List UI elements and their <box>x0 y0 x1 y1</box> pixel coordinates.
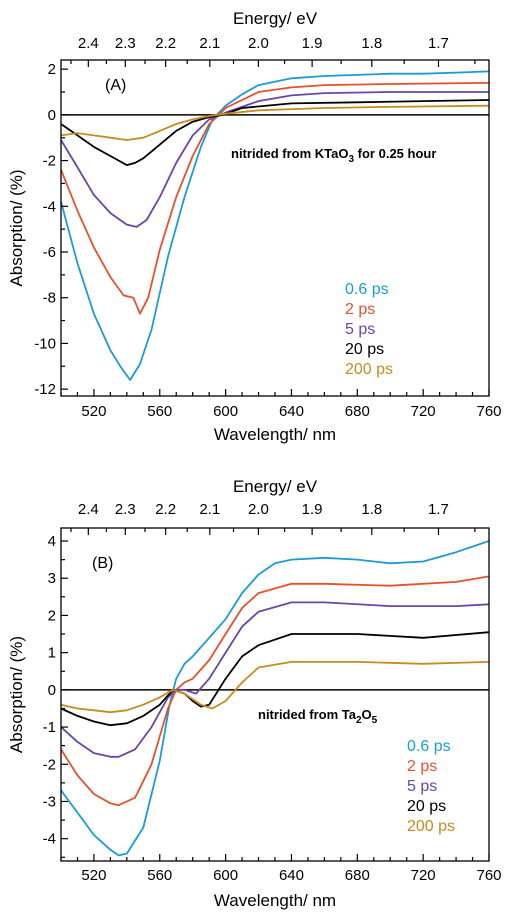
y-tick-label: -4 <box>43 831 56 848</box>
top-tick-label: 1.7 <box>428 501 449 518</box>
legend-entry: 20 ps <box>407 798 446 815</box>
legend-entry: 5 ps <box>407 778 437 795</box>
annotation-suffix: for 0.25 hour <box>354 146 436 161</box>
y-tick-label: 0 <box>48 682 56 699</box>
x-tick-label: 760 <box>476 867 501 884</box>
series-line-0_6-ps <box>60 70 490 381</box>
top-tick-label: 2.1 <box>199 501 220 518</box>
top-tick-label: 1.9 <box>302 35 323 52</box>
top-axis-label: Energy/ eV <box>233 9 318 28</box>
top-tick-label: 1.8 <box>361 35 382 52</box>
legend-entry: 2 ps <box>345 301 375 318</box>
top-tick-label: 2.3 <box>115 501 136 518</box>
legend-entry: 2 ps <box>407 758 437 775</box>
legend-entry: 20 ps <box>345 341 384 358</box>
x-tick-label: 560 <box>147 867 172 884</box>
y-axis-label: Absorption/ (%) <box>7 636 26 753</box>
panel-label: (B) <box>92 555 113 572</box>
x-tick-label: 600 <box>213 867 238 884</box>
x-axis-label: Wavelength/ nm <box>214 891 336 910</box>
y-tick-label: 0 <box>48 107 56 124</box>
top-tick-label: 1.9 <box>302 501 323 518</box>
annotation-subscript-2: 5 <box>372 715 378 726</box>
y-tick-label: -10 <box>34 335 56 352</box>
series-line-20-ps <box>60 99 490 167</box>
x-tick-label: 520 <box>81 867 106 884</box>
legend-entry: 200 ps <box>407 818 455 835</box>
series-line-200-ps <box>60 104 490 141</box>
top-axis-label: Energy/ eV <box>233 477 318 496</box>
y-tick-label: -6 <box>43 244 56 261</box>
legend-entry: 5 ps <box>345 321 375 338</box>
y-tick-label: -12 <box>34 381 56 398</box>
top-tick-label: 1.7 <box>428 35 449 52</box>
y-tick-label: 1 <box>48 645 56 662</box>
top-tick-label: 2.4 <box>78 501 99 518</box>
x-axis-label: Wavelength/ nm <box>214 425 336 444</box>
y-tick-label: -2 <box>43 756 56 773</box>
series-line-200-ps <box>60 661 490 714</box>
annotation-subscript: 3 <box>348 154 354 165</box>
series-line-2-ps <box>60 575 490 807</box>
y-tick-label: -4 <box>43 198 56 215</box>
y-tick-label: 2 <box>48 607 56 624</box>
x-tick-label: 680 <box>345 403 370 420</box>
annotation-suffix: O <box>362 707 372 722</box>
top-tick-label: 1.8 <box>361 501 382 518</box>
y-tick-label: 2 <box>48 61 56 78</box>
x-tick-label: 720 <box>411 403 436 420</box>
x-tick-label: 560 <box>147 403 172 420</box>
legend-entry: 200 ps <box>345 361 393 378</box>
series-line-5-ps <box>60 91 489 228</box>
y-tick-label: -1 <box>43 719 56 736</box>
top-tick-label: 2.2 <box>155 501 176 518</box>
y-tick-label: 3 <box>48 570 56 587</box>
series-line-5-ps <box>60 601 490 758</box>
annotation-subscript: 2 <box>356 715 362 726</box>
x-tick-label: 520 <box>81 403 106 420</box>
top-tick-label: 2.1 <box>199 35 220 52</box>
y-tick-label: -3 <box>43 793 56 810</box>
series-line-20-ps <box>60 631 490 727</box>
top-tick-label: 2.0 <box>248 501 269 518</box>
panel-b: 520 560 600 640 680 720 760 4 3 2 1 0 -1 -2 -3 -4 2.4 2.3… <box>7 477 502 910</box>
y-tick-label: -2 <box>43 153 56 170</box>
y-tick-label: 4 <box>48 533 56 550</box>
y-axis-label: Absorption/ (%) <box>7 169 26 286</box>
annotation-prefix: nitrided from Ta <box>258 707 357 722</box>
annotation-prefix: nitrided from KTaO <box>231 146 348 161</box>
sample-annotation: nitrided from KTaO3 for 0.25 hour <box>231 146 436 165</box>
x-tick-label: 600 <box>213 403 238 420</box>
panel-a: 520 560 600 640 680 720 760 2 0 -2 -4 -6 -8 -10 -12 2.4… <box>7 9 502 444</box>
series-line-2-ps <box>60 82 490 315</box>
legend-entry: 0.6 ps <box>407 738 451 755</box>
top-tick-label: 2.2 <box>155 35 176 52</box>
legend-entry: 0.6 ps <box>345 281 389 298</box>
x-tick-label: 640 <box>279 403 304 420</box>
top-tick-label: 2.0 <box>248 35 269 52</box>
x-tick-label: 680 <box>345 867 370 884</box>
sample-annotation: nitrided from Ta2O5 <box>258 707 378 726</box>
top-tick-label: 2.3 <box>115 35 136 52</box>
x-tick-label: 640 <box>279 867 304 884</box>
panel-label: (A) <box>105 77 126 94</box>
top-tick-label: 2.4 <box>78 35 99 52</box>
series-line-0_6-ps <box>60 540 490 857</box>
y-tick-label: -8 <box>43 290 56 307</box>
x-tick-label: 760 <box>476 403 501 420</box>
x-tick-label: 720 <box>411 867 436 884</box>
